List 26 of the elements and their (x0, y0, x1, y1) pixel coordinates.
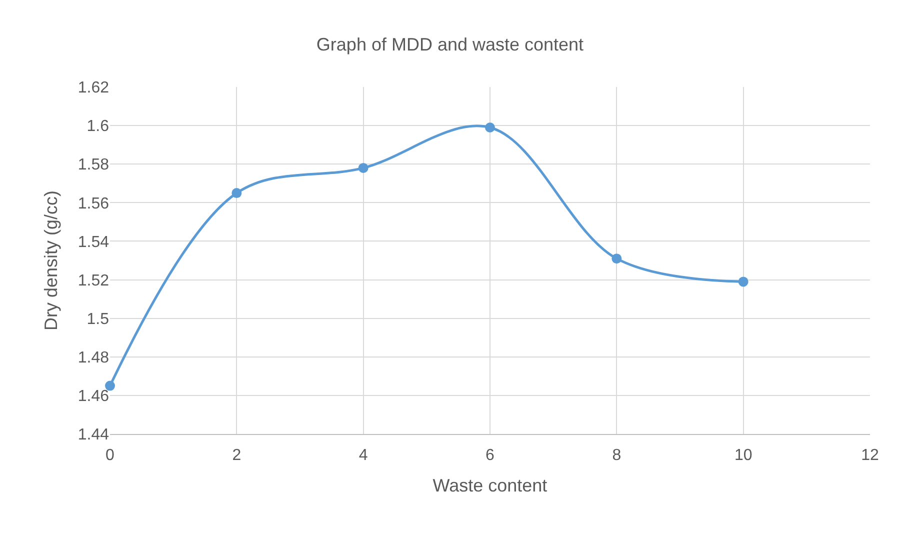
y-tick-label: 1.52 (78, 272, 110, 290)
y-tick-label: 1.6 (86, 118, 110, 136)
y-tick-label: 1.44 (78, 426, 110, 444)
x-tick-label: 8 (612, 447, 622, 464)
point (612, 254, 622, 264)
x-tick-label: 0 (106, 447, 115, 464)
y-tick-label: 1.62 (78, 80, 110, 97)
point (232, 188, 242, 198)
x-tick-label: 6 (486, 447, 495, 464)
y-tick-label: 1.54 (78, 234, 110, 251)
y-tick-label: 1.56 (78, 195, 110, 212)
x-tick-label: 10 (734, 447, 752, 464)
y-tick-label: 1.46 (78, 388, 110, 406)
x-tick-label: 12 (861, 447, 879, 464)
x-axis-title: Waste content (432, 475, 548, 496)
point (738, 276, 748, 287)
x-tick-label: 2 (232, 447, 242, 464)
y-axis-title: Dry density (g/cc) (41, 190, 62, 331)
y-tick-label: 1.58 (78, 156, 110, 174)
x-tick-label: 4 (358, 447, 368, 464)
y-tick-label: 1.48 (78, 349, 110, 366)
chart-title: Graph of MDD and waste content (316, 34, 584, 55)
point (485, 122, 495, 132)
point (105, 380, 115, 391)
point (358, 162, 368, 173)
y-tick-label: 1.5 (86, 310, 110, 328)
